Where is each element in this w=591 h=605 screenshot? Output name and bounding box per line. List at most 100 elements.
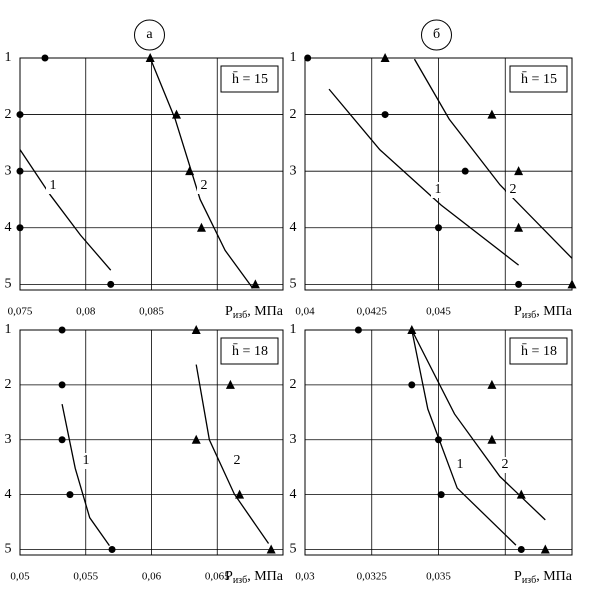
- data-point: [514, 166, 524, 176]
- fit-curve: [149, 57, 254, 289]
- annotation-box: [220, 337, 279, 365]
- curve-label: 1: [435, 182, 442, 197]
- data-point: [487, 109, 497, 119]
- data-point: [191, 325, 201, 334]
- y-tick-label: 1: [290, 322, 297, 337]
- annotation: h̄ = 15: [232, 71, 268, 87]
- x-axis-label-part: P: [225, 569, 233, 584]
- curve-label-bg: [453, 457, 467, 473]
- x-axis-label: Pизб, МПа: [514, 569, 573, 586]
- x-axis-label-part: , МПа: [536, 304, 573, 319]
- curve-label-bg: [506, 182, 520, 198]
- x-tick-label: 0,03: [295, 571, 315, 583]
- y-tick-label: 2: [290, 107, 297, 122]
- data-point: [235, 489, 245, 499]
- fit-curve: [328, 88, 519, 266]
- data-point: [437, 491, 445, 499]
- data-point: [354, 326, 362, 334]
- x-tick-label: 0,075: [8, 306, 33, 318]
- y-tick-label: 2: [5, 377, 12, 392]
- annotation-box: [220, 65, 279, 93]
- data-point: [58, 326, 66, 334]
- data-point: [515, 280, 523, 288]
- x-axis-label-part: P: [514, 569, 522, 584]
- x-axis-label: Pизб, МПа: [514, 304, 573, 321]
- fit-curve: [19, 149, 112, 271]
- annotation: h̄ = 18: [232, 343, 268, 359]
- y-tick-label: 1: [5, 50, 12, 65]
- y-tick-label: 3: [5, 163, 12, 178]
- y-tick-label: 1: [5, 322, 12, 337]
- curve-label: 2: [234, 453, 241, 468]
- y-tick-label: 5: [290, 542, 297, 557]
- x-tick-label: 0,0325: [357, 571, 388, 583]
- y-tick-label: 4: [5, 220, 12, 235]
- data-point: [58, 436, 66, 444]
- x-axis-label-part: изб: [522, 575, 536, 586]
- curve-label-bg: [197, 178, 211, 194]
- x-tick-label: 0,055: [73, 571, 98, 583]
- fit-curve: [411, 329, 517, 546]
- data-point: [461, 167, 469, 175]
- curve-label-bg: [79, 453, 93, 469]
- data-point: [58, 381, 66, 389]
- data-point: [191, 434, 201, 444]
- x-tick-label: 0,06: [142, 571, 162, 583]
- data-point: [145, 53, 155, 62]
- data-point: [487, 379, 497, 389]
- data-point: [567, 279, 577, 289]
- data-point: [540, 544, 550, 554]
- data-point: [250, 279, 260, 289]
- curve-label: 2: [502, 457, 509, 472]
- data-point: [407, 325, 417, 334]
- panel-label-circle: [421, 19, 452, 51]
- x-axis-label-part: изб: [522, 310, 536, 321]
- curve-label-bg: [431, 182, 445, 198]
- x-axis-label-part: P: [514, 304, 522, 319]
- x-axis-label: Pизб, МПа: [225, 569, 284, 586]
- y-tick-label: 3: [290, 163, 297, 178]
- data-point: [171, 109, 181, 119]
- x-tick-label: 0,05: [10, 571, 30, 583]
- data-point: [487, 434, 497, 444]
- x-tick-label: 0,0425: [357, 306, 388, 318]
- data-point: [225, 379, 235, 389]
- curve-label: 2: [201, 178, 208, 193]
- y-tick-label: 5: [290, 277, 297, 292]
- annotation: h̄ = 15: [521, 71, 557, 87]
- fit-curve: [195, 364, 270, 544]
- data-point: [108, 546, 116, 554]
- x-axis-label-part: , МПа: [247, 304, 284, 319]
- x-tick-label: 0,04: [295, 306, 315, 318]
- data-point: [185, 166, 195, 176]
- data-point: [304, 54, 312, 62]
- y-tick-label: 2: [290, 377, 297, 392]
- annotation: h̄ = 18: [521, 343, 557, 359]
- x-axis-label: Pизб, МПа: [225, 304, 284, 321]
- annotation-box: [509, 337, 568, 365]
- panel-label: а: [146, 27, 153, 42]
- curve-label: 1: [83, 453, 90, 468]
- y-tick-label: 4: [290, 487, 297, 502]
- data-point: [16, 224, 24, 232]
- y-tick-label: 3: [5, 432, 12, 447]
- x-tick-label: 0,085: [139, 306, 164, 318]
- fit-curve: [61, 403, 110, 547]
- x-axis-label-part: , МПа: [536, 569, 573, 584]
- panel-label-circle: [134, 19, 165, 51]
- y-tick-label: 4: [290, 220, 297, 235]
- data-point: [381, 111, 389, 119]
- curve-label-bg: [498, 457, 512, 473]
- data-point: [435, 224, 442, 232]
- y-tick-label: 4: [5, 487, 12, 502]
- x-axis-label-part: P: [225, 304, 233, 319]
- panel-label: б: [433, 27, 440, 42]
- annotation-box: [509, 65, 568, 93]
- data-point: [516, 489, 526, 499]
- data-point: [107, 280, 115, 288]
- data-point: [517, 546, 525, 554]
- data-point: [435, 436, 442, 444]
- y-tick-label: 3: [290, 432, 297, 447]
- data-point: [514, 222, 524, 232]
